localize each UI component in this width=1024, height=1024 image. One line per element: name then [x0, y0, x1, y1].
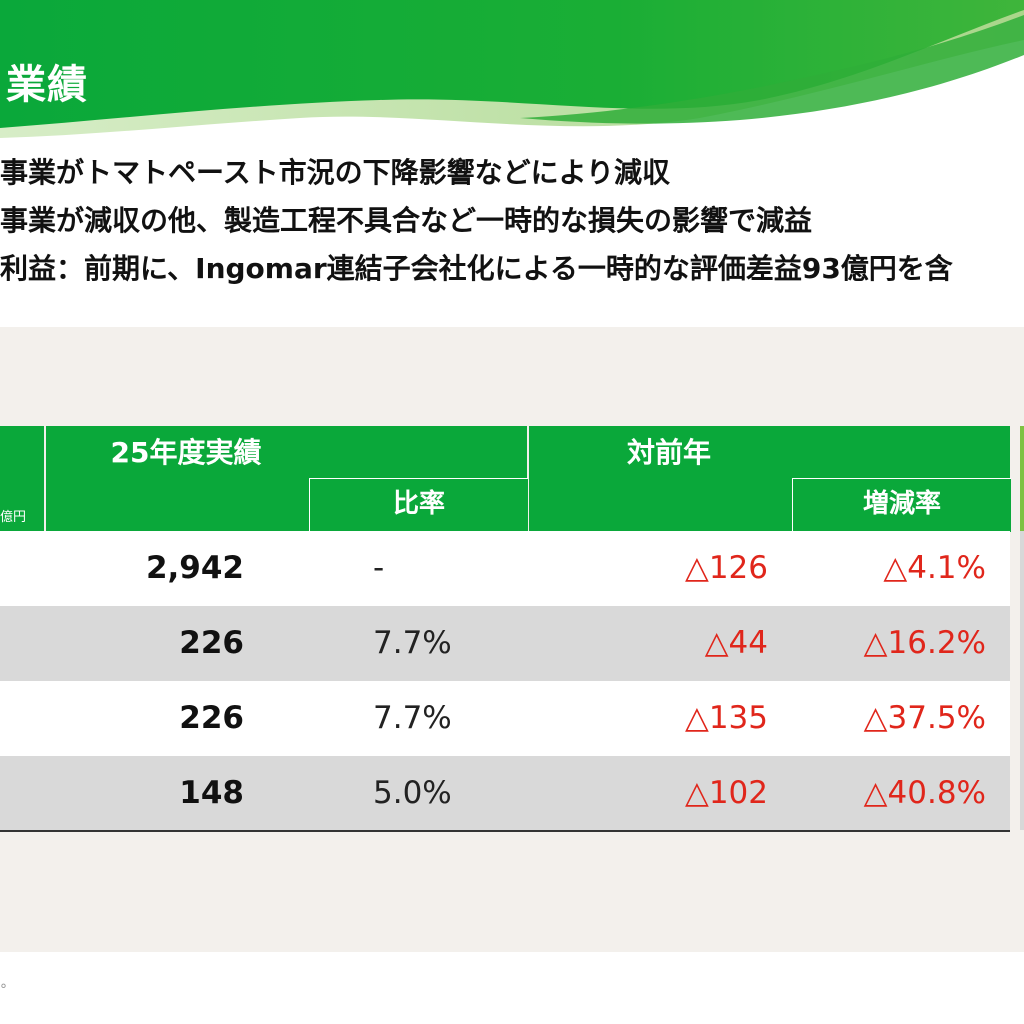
table-row: 148 5.0% △102 △40.8% — [0, 756, 1010, 831]
bullet-line-1: 事業がトマトペースト市況の下降影響などにより減収 — [0, 156, 671, 189]
ratio-value: 7.7% — [373, 700, 452, 736]
header-actual-label: 25年度実績 — [110, 436, 262, 469]
header-rate-label: 増減率 — [792, 478, 1011, 532]
table-row: 2,942 - △126 △4.1% — [0, 531, 1010, 606]
header-ratio-label: 比率 — [309, 478, 528, 532]
yoy-diff-value: △44 — [704, 625, 768, 661]
ratio-value: - — [373, 550, 385, 586]
header-wave-banner — [0, 0, 1024, 138]
yoy-rate-value: △16.2% — [863, 625, 986, 661]
actual-value: 148 — [179, 775, 244, 811]
bullet-line-3: 利益：前期に、Ingomar連結子会社化による一時的な評価差益93億円を含 — [0, 252, 953, 285]
header-label-column: 億円 — [0, 426, 44, 531]
page-title: 業績 — [6, 62, 88, 108]
yoy-diff-value: △102 — [684, 775, 768, 811]
ratio-value: 7.7% — [373, 625, 452, 661]
next-table-edge — [1020, 426, 1024, 830]
table-row: 226 7.7% △135 △37.5% — [0, 681, 1010, 756]
next-table-header-edge — [1020, 426, 1024, 531]
ratio-value: 5.0% — [373, 775, 452, 811]
actual-value: 2,942 — [145, 550, 244, 586]
yoy-rate-value: △4.1% — [883, 550, 986, 586]
corner-mark: ° — [0, 982, 7, 998]
bullet-line-2: 事業が減収の他、製造工程不具合など一時的な損失の影響で減益 — [0, 204, 813, 237]
header-yoy-label: 対前年 — [626, 436, 711, 469]
yoy-rate-value: △40.8% — [863, 775, 986, 811]
actual-value: 226 — [179, 700, 244, 736]
unit-label: 億円 — [0, 510, 27, 525]
yoy-rate-value: △37.5% — [863, 700, 986, 736]
actual-value: 226 — [179, 625, 244, 661]
header-yoy-group: 対前年 増減率 — [529, 426, 1011, 532]
yoy-diff-value: △135 — [684, 700, 768, 736]
header-actual-group: 25年度実績 比率 — [46, 426, 528, 532]
yoy-diff-value: △126 — [684, 550, 768, 586]
table-bottom-border — [0, 830, 1010, 832]
table-row: 226 7.7% △44 △16.2% — [0, 606, 1010, 681]
